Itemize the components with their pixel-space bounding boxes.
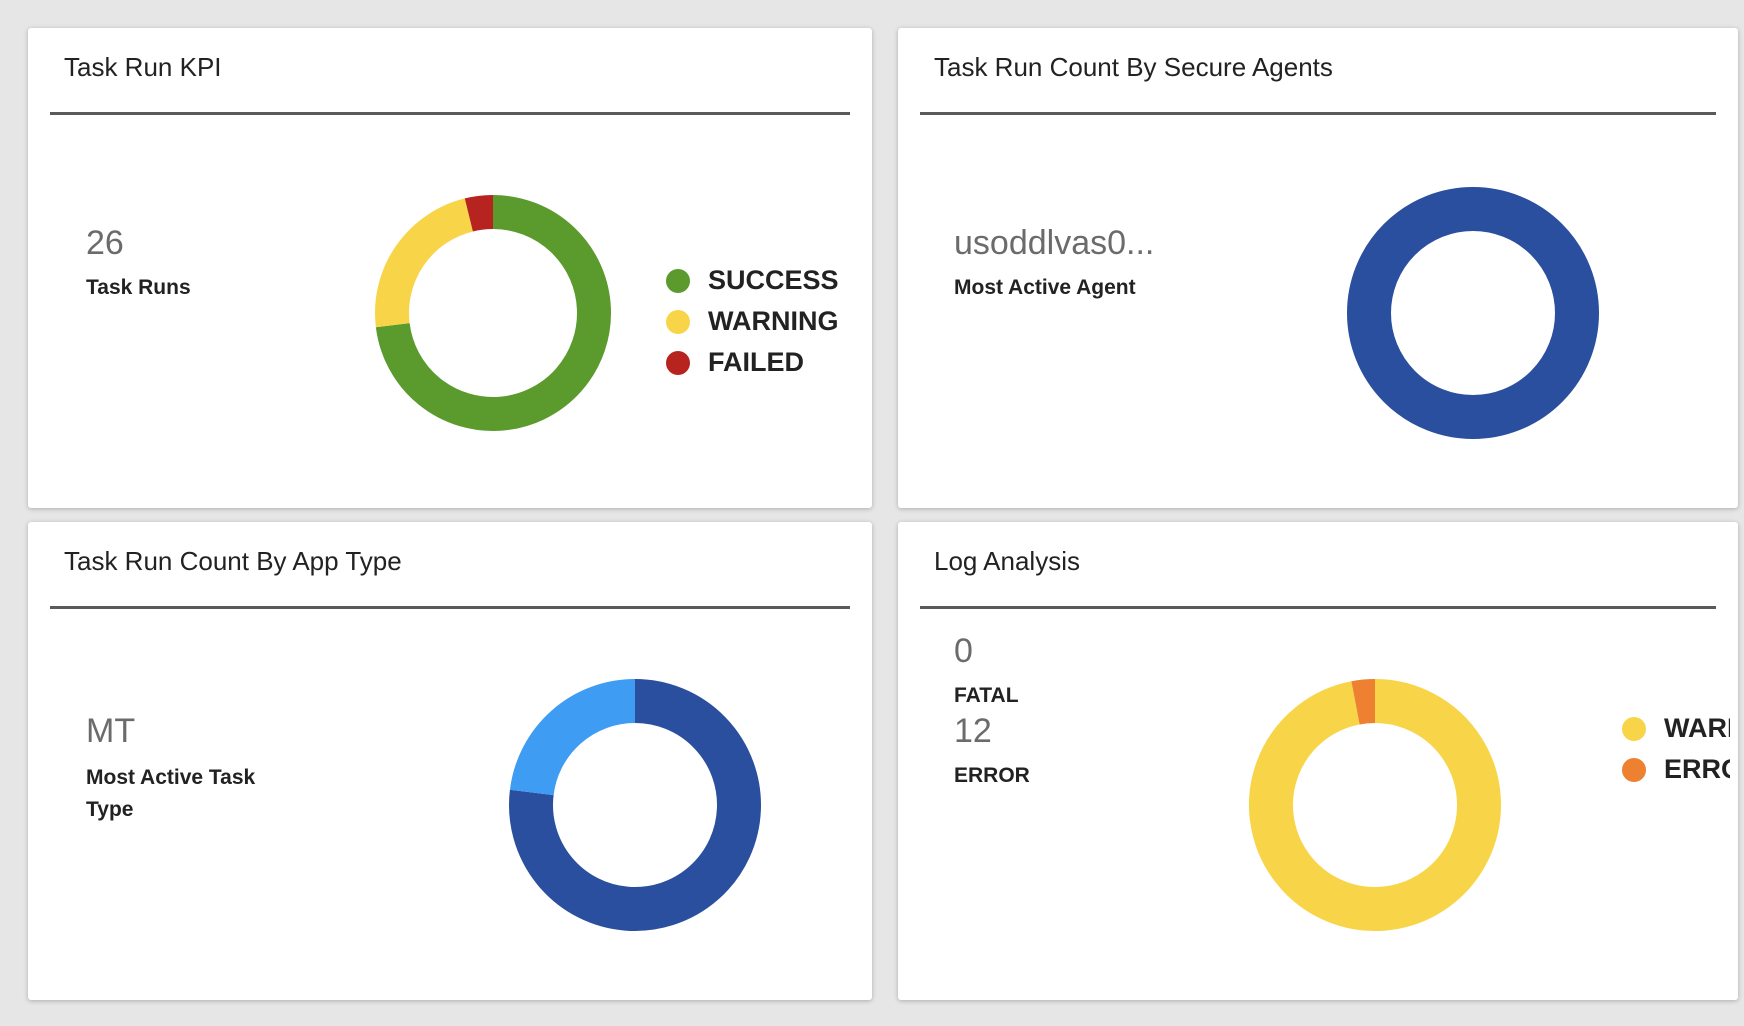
secure-agents-card: Task Run Count By Secure Agents usoddlva…	[898, 28, 1738, 508]
task-runs-count: 26	[86, 224, 124, 262]
most-active-agent-label: Most Active Agent	[954, 276, 1136, 299]
legend-label: FAILED	[708, 347, 805, 377]
legend-label: ERROR	[1664, 754, 1730, 784]
slice-success[interactable]	[375, 195, 611, 431]
log-analysis-card: Log Analysis 0 FATAL 12 ERROR WARNING ER…	[898, 522, 1738, 1000]
slice-usoddlvas0-[interactable]	[1347, 187, 1599, 439]
app-type-donut-chart	[509, 679, 761, 931]
log-analysis-legend: WARNING ERROR	[1622, 708, 1730, 790]
error-dot-icon	[1622, 757, 1646, 782]
warning-dot-icon	[666, 309, 690, 334]
legend-item-error[interactable]: ERROR	[1622, 749, 1730, 790]
legend-item-warning[interactable]: WARNING	[666, 301, 848, 342]
fatal-count: 0	[954, 632, 973, 670]
log-analysis-donut-chart	[1249, 679, 1501, 931]
card-title: Task Run Count By Secure Agents	[934, 52, 1333, 82]
legend-label: WARNING	[708, 306, 839, 336]
card-divider	[50, 112, 850, 115]
error-count: 12	[954, 712, 992, 750]
card-divider	[50, 606, 850, 609]
legend-label: WARNING	[1664, 713, 1730, 743]
slice-other[interactable]	[509, 679, 636, 796]
slice-failed[interactable]	[464, 195, 494, 232]
legend-label: SUCCESS	[708, 265, 839, 295]
card-title: Task Run KPI	[64, 52, 222, 82]
slice-warning[interactable]	[375, 198, 474, 328]
task-run-kpi-legend: SUCCESS WARNING FAILED	[666, 260, 848, 383]
legend-item-success[interactable]: SUCCESS	[666, 260, 848, 301]
card-divider	[920, 606, 1716, 609]
slice-error[interactable]	[1351, 679, 1376, 725]
legend-item-warning[interactable]: WARNING	[1622, 708, 1730, 749]
task-run-kpi-donut-chart	[375, 195, 611, 431]
task-run-kpi-card: Task Run KPI 26 Task Runs SUCCESS WARNIN…	[28, 28, 872, 508]
legend-item-failed[interactable]: FAILED	[666, 342, 848, 383]
most-active-task-type-value: MT	[86, 712, 136, 750]
task-runs-label: Task Runs	[86, 276, 191, 299]
failed-dot-icon	[666, 350, 690, 375]
app-type-card: Task Run Count By App Type MT Most Activ…	[28, 522, 872, 1000]
most-active-agent-value: usoddlvas0...	[954, 224, 1155, 262]
slice-mt[interactable]	[509, 679, 761, 931]
card-divider	[920, 112, 1716, 115]
most-active-task-type-label: Most Active Task Type	[86, 766, 256, 821]
success-dot-icon	[666, 268, 690, 293]
warning-dot-icon	[1622, 716, 1646, 741]
card-title: Log Analysis	[934, 546, 1080, 576]
error-label: ERROR	[954, 764, 1030, 787]
card-title: Task Run Count By App Type	[64, 546, 402, 576]
secure-agents-donut-chart	[1347, 187, 1599, 439]
slice-warning[interactable]	[1249, 679, 1501, 931]
fatal-label: FATAL	[954, 684, 1019, 707]
